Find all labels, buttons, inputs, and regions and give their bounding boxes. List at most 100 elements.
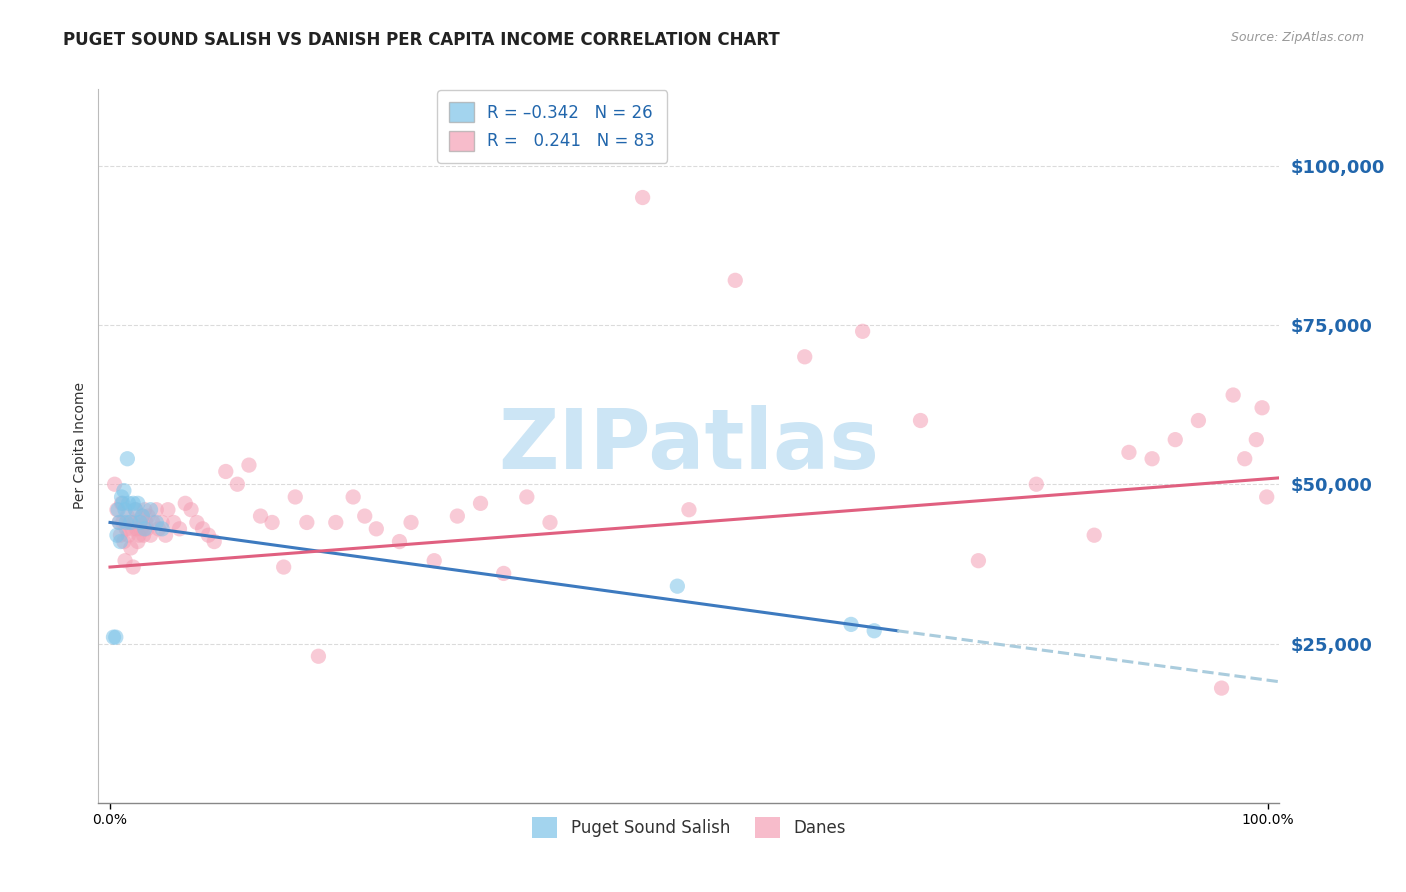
Point [446,509,468,524]
Point [215,465,238,479]
Point [115,516,138,530]
Point [197,528,219,542]
Point [1251,401,1274,415]
Point [117,451,139,466]
Point [186,516,208,530]
Point [284,490,307,504]
Point [125,522,148,536]
Point [516,490,538,504]
Point [226,477,249,491]
Point [108,516,131,530]
Point [128,528,150,542]
Point [135,516,157,530]
Point [139,528,162,542]
Point [114,502,136,516]
Point [117,509,139,524]
Point [1222,388,1244,402]
Point [103,630,125,644]
Point [163,516,186,530]
Text: PUGET SOUND SALISH VS DANISH PER CAPITA INCOME CORRELATION CHART: PUGET SOUND SALISH VS DANISH PER CAPITA … [63,31,780,49]
Point [307,649,329,664]
Point [105,528,128,542]
Point [129,516,152,530]
Point [107,502,129,516]
Point [110,534,132,549]
Point [1025,477,1047,491]
Point [139,502,162,516]
Point [122,496,145,510]
Point [423,554,446,568]
Text: Source: ZipAtlas.com: Source: ZipAtlas.com [1230,31,1364,45]
Point [273,560,295,574]
Point [249,509,271,524]
Point [202,534,225,549]
Point [110,528,132,542]
Point [492,566,515,581]
Point [678,502,700,516]
Point [724,273,747,287]
Point [631,190,654,204]
Point [1246,433,1268,447]
Legend: Puget Sound Salish, Danes: Puget Sound Salish, Danes [526,811,852,845]
Point [863,624,886,638]
Point [111,496,134,510]
Point [262,516,284,530]
Point [132,528,155,542]
Point [115,522,138,536]
Point [122,560,145,574]
Point [169,522,191,536]
Point [910,413,932,427]
Point [156,502,179,516]
Point [127,496,149,510]
Point [793,350,815,364]
Point [127,534,149,549]
Point [538,516,561,530]
Point [117,496,139,510]
Point [1211,681,1233,695]
Point [150,522,173,536]
Point [353,509,375,524]
Point [366,522,388,536]
Point [1118,445,1140,459]
Point [967,554,990,568]
Point [1256,490,1278,504]
Point [174,496,197,510]
Point [117,528,139,542]
Point [145,502,167,516]
Point [108,516,131,530]
Point [110,490,132,504]
Point [121,522,143,536]
Point [124,516,146,530]
Point [124,502,146,516]
Point [1233,451,1256,466]
Point [112,534,135,549]
Point [118,516,141,530]
Point [180,502,202,516]
Point [388,534,411,549]
Point [112,483,135,498]
Point [129,516,152,530]
Point [342,490,364,504]
Point [295,516,318,530]
Point [142,516,165,530]
Point [470,496,492,510]
Point [191,522,214,536]
Point [325,516,347,530]
Point [399,516,422,530]
Point [110,496,132,510]
Point [120,541,142,555]
Point [150,516,173,530]
Point [1083,528,1105,542]
Point [145,516,167,530]
Point [136,509,159,524]
Point [666,579,689,593]
Point [1187,413,1209,427]
Point [148,522,170,536]
Point [124,502,146,516]
Point [1140,451,1163,466]
Point [120,516,142,530]
Text: ZIPatlas: ZIPatlas [499,406,879,486]
Point [114,554,136,568]
Point [839,617,862,632]
Point [238,458,260,472]
